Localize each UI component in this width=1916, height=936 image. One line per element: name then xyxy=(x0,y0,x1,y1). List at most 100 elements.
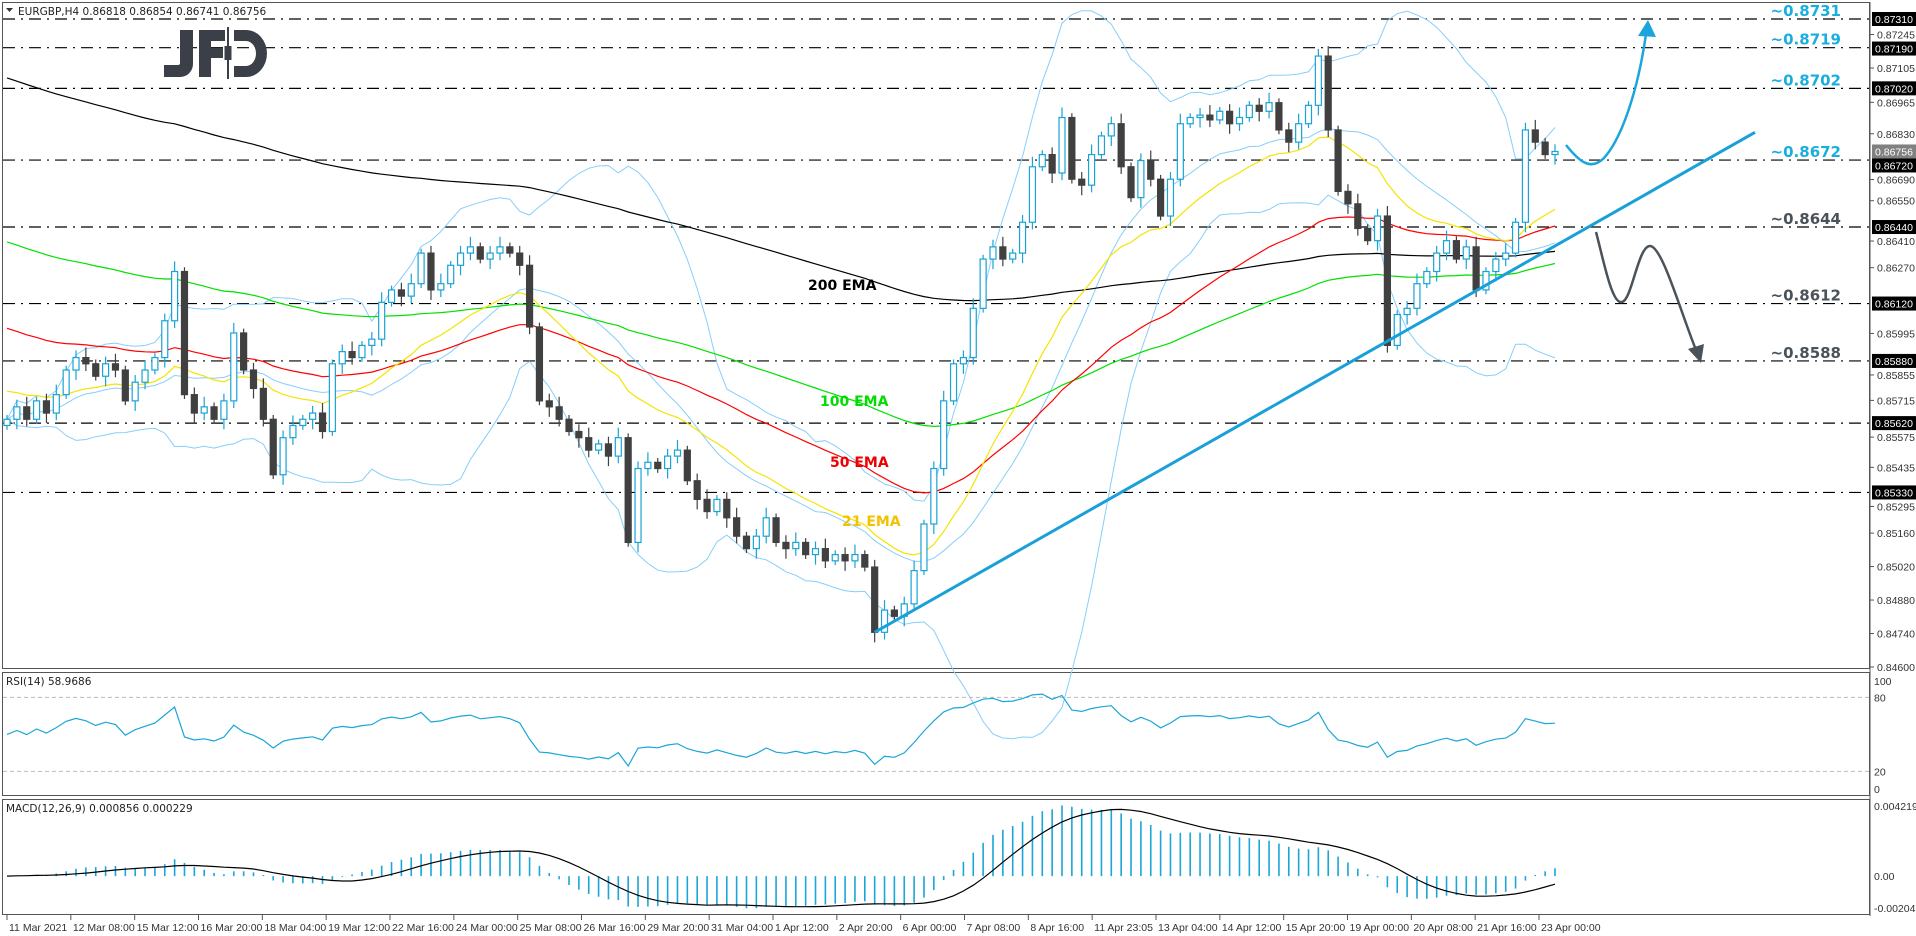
bull-candle xyxy=(1058,116,1066,174)
level-price-box xyxy=(1872,416,1916,431)
time-tick-label: 31 Mar 04:00 xyxy=(711,922,773,934)
ema100-line xyxy=(6,241,1556,428)
bear-candle xyxy=(180,270,189,396)
time-tick-label: 22 Mar 16:00 xyxy=(392,922,454,934)
level-price-box-text: 0.86440 xyxy=(1875,222,1913,234)
bull-candle xyxy=(1314,55,1322,106)
triangle-down-icon[interactable] xyxy=(6,8,13,12)
bear-candle xyxy=(190,394,198,414)
bear-candle xyxy=(476,246,484,260)
time-tick-label: 13 Apr 04:00 xyxy=(1158,922,1218,934)
bull-candle xyxy=(1245,104,1253,119)
bull-candle xyxy=(1137,159,1145,199)
bull-candle xyxy=(752,535,760,550)
bull-candle xyxy=(368,338,376,346)
time-tick-label: 11 Mar 2021 xyxy=(9,922,67,934)
time-tick-label: 12 Mar 08:00 xyxy=(73,922,135,934)
rsi-indicator: 100 80 20 0 xyxy=(3,676,1892,796)
bull-candle xyxy=(101,363,110,377)
level-price-box-text: 0.86120 xyxy=(1875,299,1913,311)
bull-candle xyxy=(466,246,475,254)
arrow-down-head-icon xyxy=(1688,344,1704,363)
level-price-box xyxy=(1872,296,1916,311)
ema50-line xyxy=(6,216,1556,494)
bear-candle xyxy=(604,443,613,457)
bull-candle xyxy=(1393,313,1401,346)
bull-candle xyxy=(72,356,80,371)
bull-candle xyxy=(664,455,672,470)
level-label: ~0.8588 xyxy=(1771,344,1841,362)
time-tick-label: 20 Apr 08:00 xyxy=(1413,922,1473,934)
bull-candle xyxy=(1433,252,1441,273)
bull-candle xyxy=(1009,252,1017,260)
time-tick-label: 1 Apr 12:00 xyxy=(775,922,829,934)
bear-candle xyxy=(723,498,731,519)
bear-candle xyxy=(861,554,869,568)
level-price-box-text: 0.86720 xyxy=(1875,160,1913,172)
price-tick-label: 0.85855 xyxy=(1877,370,1915,382)
bull-candle xyxy=(1304,104,1313,125)
price-tick-label: 0.85995 xyxy=(1877,328,1915,340)
bear-candle xyxy=(1364,227,1372,242)
bull-candle xyxy=(200,406,208,414)
bear-candle xyxy=(772,517,780,544)
bear-candle xyxy=(348,351,356,359)
bear-candle xyxy=(1206,114,1214,121)
ascending-trendline xyxy=(873,131,1756,634)
rsi-tick-label: 0 xyxy=(1874,784,1880,796)
level-price-box-text: 0.87310 xyxy=(1875,14,1913,26)
main-price-panel[interactable] xyxy=(2,2,1870,669)
bull-candle xyxy=(762,517,770,537)
bull-candle xyxy=(131,381,139,402)
macd-panel[interactable] xyxy=(2,799,1870,915)
bull-candle xyxy=(171,270,179,322)
current-price-box-text: 0.86756 xyxy=(1875,146,1913,158)
bull-candle xyxy=(1551,150,1559,156)
bear-candle xyxy=(1324,55,1332,131)
bear-candle xyxy=(1255,104,1263,112)
ema50-label: 50 EMA xyxy=(830,455,889,471)
level-label: ~0.8612 xyxy=(1771,287,1841,305)
bear-candle xyxy=(565,418,573,433)
bear-candle xyxy=(1048,153,1056,174)
bear-candle xyxy=(121,369,129,402)
bear-candle xyxy=(683,449,691,482)
rsi-panel[interactable] xyxy=(2,672,1870,796)
bull-candle xyxy=(1107,123,1115,137)
price-tick-label: 0.84740 xyxy=(1877,629,1915,641)
bear-candle xyxy=(890,609,898,617)
bear-candle xyxy=(23,406,31,420)
bear-candle xyxy=(1383,215,1391,346)
price-axis: 0.87310 0.87245 0.87190 0.87105 0.87020 0.869… xyxy=(1870,12,1916,674)
price-tick-label: 0.86690 xyxy=(1877,174,1915,186)
bull-candle xyxy=(1265,102,1273,112)
ema200-label: 200 EMA xyxy=(808,278,877,294)
level-price-box xyxy=(1872,220,1916,235)
bear-candle xyxy=(259,387,267,420)
bull-candle xyxy=(13,406,21,420)
bull-candle xyxy=(328,363,336,433)
jfd-logo xyxy=(164,27,267,79)
bull-candle xyxy=(989,246,997,260)
bull-candle xyxy=(407,283,415,297)
bull-candle xyxy=(309,412,317,420)
price-tick-label: 0.87105 xyxy=(1877,63,1915,75)
bull-candle xyxy=(910,570,918,605)
time-axis: 11 Mar 2021 12 Mar 08:00 15 Mar 12:00 16 Ma… xyxy=(6,915,1601,934)
bear-candle xyxy=(535,326,544,402)
price-tick-label: 0.85160 xyxy=(1877,528,1915,540)
bull-candle xyxy=(289,424,297,439)
time-tick-label: 19 Apr 00:00 xyxy=(1350,922,1410,934)
bear-candle xyxy=(624,437,632,544)
bull-candle xyxy=(387,289,396,303)
bull-candle xyxy=(1166,178,1175,217)
rsi-line xyxy=(6,693,1556,768)
bear-candle xyxy=(318,412,327,433)
bull-candle xyxy=(1295,123,1303,143)
bull-candle xyxy=(447,264,455,285)
macd-tick-label: 0.00 xyxy=(1874,871,1895,883)
bull-candle xyxy=(880,609,889,633)
bear-candle xyxy=(742,535,751,550)
symbol-header: EURGBP,H4 0.86818 0.86854 0.86741 0.8675… xyxy=(18,6,267,18)
